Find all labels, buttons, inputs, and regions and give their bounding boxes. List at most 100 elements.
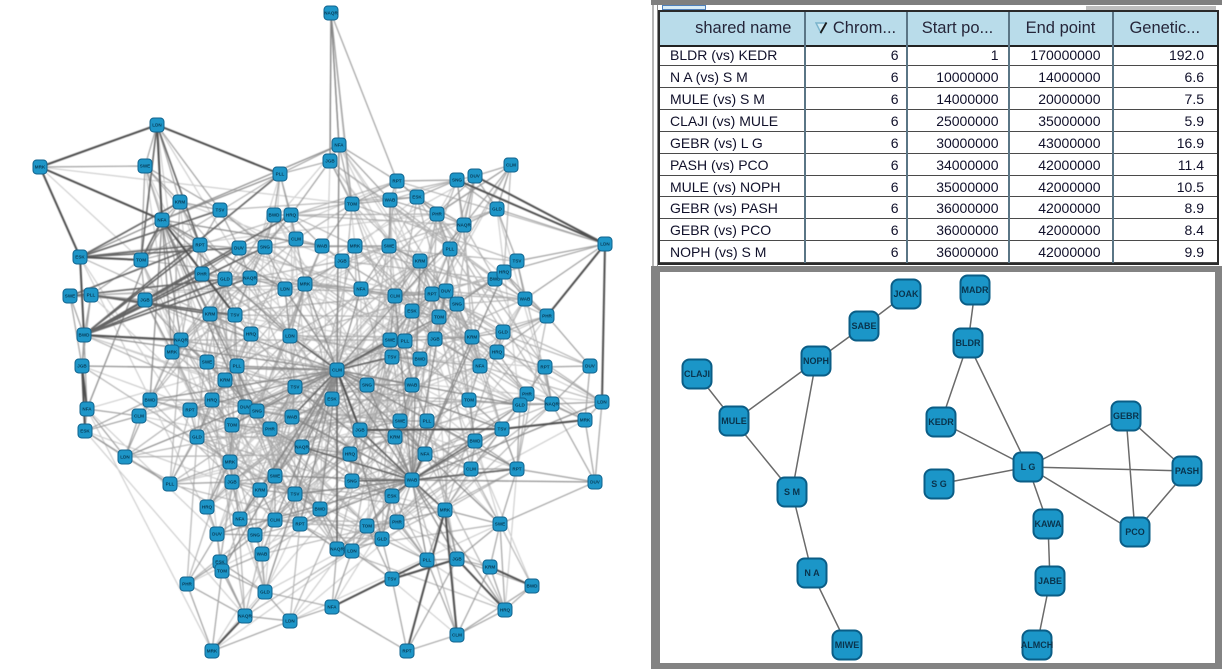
svg-text:PHR: PHR	[182, 582, 192, 587]
svg-text:N A: N A	[804, 568, 820, 578]
svg-text:TSV: TSV	[388, 577, 398, 582]
svg-text:LDN: LDN	[285, 334, 295, 339]
svg-text:MRK: MRK	[440, 508, 451, 513]
svg-text:MRK: MRK	[300, 282, 311, 287]
svg-text:NFA: NFA	[327, 605, 337, 610]
svg-text:RPT: RPT	[540, 365, 549, 370]
svg-text:NFA: NFA	[82, 407, 92, 412]
svg-text:PHR: PHR	[522, 392, 532, 397]
svg-text:TSV: TSV	[216, 208, 226, 213]
svg-text:NAQR: NAQR	[295, 445, 309, 450]
svg-text:SABE: SABE	[851, 321, 876, 331]
svg-text:WAB: WAB	[407, 478, 418, 483]
svg-text:TSV: TSV	[388, 355, 398, 360]
svg-text:PLL: PLL	[87, 293, 96, 298]
svg-text:TSV: TSV	[291, 385, 301, 390]
svg-text:KAWA: KAWA	[1035, 519, 1063, 529]
svg-text:HRQ: HRQ	[500, 608, 511, 613]
svg-text:LDN: LDN	[347, 549, 357, 554]
svg-text:DUV: DUV	[441, 289, 452, 294]
svg-text:DUV: DUV	[234, 246, 245, 251]
svg-text:KRM: KRM	[485, 565, 496, 570]
svg-text:KRM: KRM	[220, 378, 231, 383]
svg-text:S G: S G	[931, 479, 947, 489]
svg-text:WAB: WAB	[407, 383, 418, 388]
svg-text:BLDR: BLDR	[956, 338, 981, 348]
svg-text:NFA: NFA	[235, 517, 245, 522]
svg-text:NOPH: NOPH	[803, 356, 829, 366]
svg-text:NAQR: NAQR	[330, 547, 344, 552]
svg-text:WAB: WAB	[287, 415, 298, 420]
svg-text:CLM: CLM	[390, 294, 400, 299]
svg-text:MIWE: MIWE	[835, 640, 860, 650]
svg-text:CLM: CLM	[452, 633, 462, 638]
svg-text:PLL: PLL	[401, 339, 410, 344]
svg-text:GLD: GLD	[377, 537, 387, 542]
svg-text:HRQ: HRQ	[246, 332, 257, 337]
svg-text:HRQ: HRQ	[286, 213, 297, 218]
svg-text:KRM: KRM	[175, 200, 186, 205]
svg-text:SWE: SWE	[385, 338, 395, 343]
svg-text:RPT: RPT	[402, 649, 411, 654]
svg-text:PHR: PHR	[432, 212, 442, 217]
svg-text:JABE: JABE	[1038, 576, 1062, 586]
svg-text:BWD: BWD	[79, 333, 91, 338]
svg-text:L G: L G	[1021, 462, 1036, 472]
svg-text:PLL: PLL	[423, 558, 432, 563]
svg-text:HRQ: HRQ	[207, 398, 218, 403]
svg-text:MADR: MADR	[962, 285, 989, 295]
svg-text:SWE: SWE	[384, 244, 394, 249]
svg-text:DUV: DUV	[470, 174, 481, 179]
svg-text:NFA: NFA	[475, 364, 485, 369]
svg-text:JGB: JGB	[452, 557, 462, 562]
svg-text:CLAJI: CLAJI	[684, 369, 710, 379]
svg-text:SNG: SNG	[452, 302, 462, 307]
svg-text:NAQR: NAQR	[457, 223, 471, 228]
svg-text:KRM: KRM	[255, 488, 266, 493]
svg-text:ESK: ESK	[387, 494, 397, 499]
svg-text:PASH: PASH	[1175, 466, 1199, 476]
svg-text:MRK: MRK	[225, 460, 236, 465]
svg-text:ESK: ESK	[75, 255, 85, 260]
svg-text:PLL: PLL	[276, 172, 285, 177]
svg-text:ALMCH: ALMCH	[1021, 640, 1054, 650]
svg-text:ESK: ESK	[407, 309, 417, 314]
svg-text:BWD: BWD	[269, 213, 281, 218]
svg-text:TOM: TOM	[464, 398, 474, 403]
svg-text:SWE: SWE	[395, 419, 405, 424]
svg-text:TOM: TOM	[347, 202, 357, 207]
svg-text:NAQR: NAQR	[174, 338, 188, 343]
svg-text:PHR: PHR	[197, 272, 207, 277]
svg-text:JGB: JGB	[430, 337, 440, 342]
svg-text:CLM: CLM	[134, 414, 144, 419]
svg-text:CLM: CLM	[466, 467, 476, 472]
svg-text:PHR: PHR	[542, 314, 552, 319]
svg-text:BWD: BWD	[527, 584, 539, 589]
svg-text:NAQR: NAQR	[324, 11, 338, 16]
svg-text:RPT: RPT	[295, 522, 304, 527]
svg-text:SWE: SWE	[140, 164, 150, 169]
svg-text:CLM: CLM	[291, 237, 301, 242]
svg-text:MRK: MRK	[580, 418, 591, 423]
svg-text:BWD: BWD	[490, 277, 502, 282]
svg-text:JGB: JGB	[355, 428, 365, 433]
svg-text:JOAK: JOAK	[893, 289, 919, 299]
svg-text:PHR: PHR	[392, 520, 402, 525]
svg-text:LDN: LDN	[597, 400, 607, 405]
svg-text:SNG: SNG	[260, 245, 270, 250]
svg-text:PHR: PHR	[265, 427, 275, 432]
svg-text:SWE: SWE	[270, 474, 280, 479]
svg-text:ESK: ESK	[412, 195, 422, 200]
svg-text:CLM: CLM	[506, 163, 516, 168]
svg-text:ESK: ESK	[80, 429, 90, 434]
svg-text:CLM: CLM	[270, 518, 280, 523]
svg-text:LDN: LDN	[280, 287, 290, 292]
svg-text:TSV: TSV	[231, 313, 241, 318]
svg-text:NFA: NFA	[420, 452, 430, 457]
svg-text:SWE: SWE	[495, 522, 505, 527]
svg-text:JGB: JGB	[325, 159, 335, 164]
svg-text:LDN: LDN	[152, 123, 162, 128]
svg-text:TOM: TOM	[136, 258, 146, 263]
svg-text:GEBR: GEBR	[1113, 411, 1140, 421]
svg-text:SNG: SNG	[252, 409, 262, 414]
